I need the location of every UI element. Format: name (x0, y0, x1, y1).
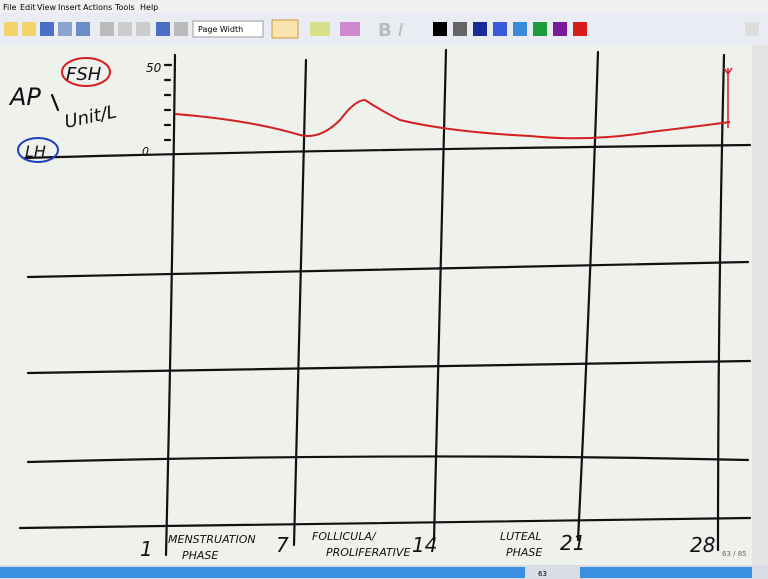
bold[interactable]: B (378, 20, 392, 41)
note: 0 (142, 145, 149, 158)
color[interactable] (433, 22, 447, 36)
scrollbar[interactable] (752, 45, 768, 565)
icon[interactable] (76, 22, 90, 36)
color[interactable] (453, 22, 467, 36)
menu-item[interactable]: Actions (83, 3, 112, 12)
icon[interactable] (58, 22, 72, 36)
redo[interactable] (174, 22, 188, 36)
note: AP (8, 83, 41, 111)
icon[interactable] (40, 22, 54, 36)
phase-label: FOLLICULA/ (312, 530, 377, 543)
menu-item[interactable]: File (3, 3, 16, 12)
menu-item[interactable]: Help (140, 3, 158, 12)
day-label: 7 (276, 533, 289, 557)
icon[interactable] (22, 22, 36, 36)
page-strip (580, 567, 752, 578)
eraser[interactable] (340, 22, 360, 36)
note: LH (25, 142, 46, 161)
color[interactable] (553, 22, 567, 36)
phase-label: PROLIFERATIVE (326, 546, 410, 559)
phase-label: LUTEAL (500, 530, 542, 543)
page: File EditViewInsertActionsTools Help Page … (0, 0, 768, 579)
menu-item[interactable]: Edit (20, 3, 36, 12)
icon[interactable] (136, 22, 150, 36)
page-number: 63 (538, 570, 547, 578)
note: FSH (66, 64, 102, 85)
pen[interactable] (272, 20, 298, 38)
day-label: 21 (560, 531, 585, 555)
phase-label: MENSTRUATION (168, 533, 256, 546)
icon[interactable] (100, 22, 114, 36)
icon[interactable] (118, 22, 132, 36)
day-label: 14 (412, 533, 437, 557)
phase-label: PHASE (506, 546, 542, 559)
note: 50 (146, 61, 162, 75)
screen: File EditViewInsertActionsTools Help Page … (0, 0, 768, 579)
day-label: 28 (690, 533, 715, 557)
undo[interactable] (156, 22, 170, 36)
color[interactable] (533, 22, 547, 36)
color[interactable] (573, 22, 587, 36)
menu-item[interactable]: View (37, 3, 56, 12)
color[interactable] (493, 22, 507, 36)
highlighter[interactable] (310, 22, 330, 36)
phase-label: PHASE (182, 549, 218, 562)
menu-item[interactable]: Tools (114, 3, 135, 12)
italic[interactable]: I (398, 20, 403, 41)
color[interactable] (513, 22, 527, 36)
page-strip (0, 567, 525, 578)
zoom-label: Page Width (198, 25, 243, 34)
icon[interactable] (4, 22, 18, 36)
color[interactable] (473, 22, 487, 36)
menu-item[interactable]: Insert (58, 3, 81, 12)
page-counter: 63 / 85 (722, 550, 747, 558)
day-label: 1 (140, 537, 153, 561)
icon[interactable] (745, 22, 759, 36)
